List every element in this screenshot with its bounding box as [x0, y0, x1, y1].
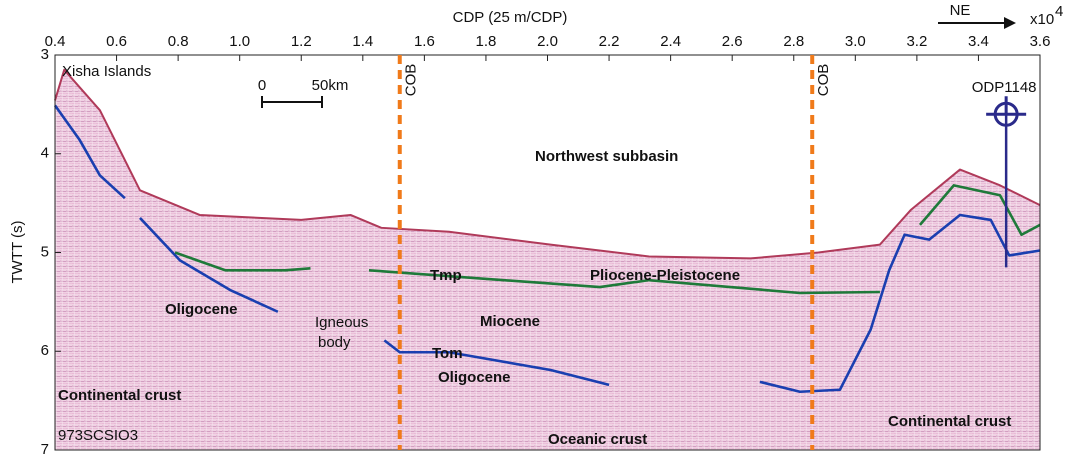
x-tick-label: 2.8 — [783, 33, 804, 50]
annotation: Igneous — [315, 314, 368, 331]
annotation: Xisha Islands — [62, 63, 151, 80]
x-tick-label: 0.8 — [168, 33, 189, 50]
annotation: Oligocene — [165, 301, 238, 318]
x-tick-label: 1.2 — [291, 33, 312, 50]
horizon — [53, 104, 126, 200]
cob-label: COB — [815, 64, 832, 97]
basin-title: Northwest subbasin — [535, 148, 678, 165]
x-tick-label: 2.0 — [537, 33, 558, 50]
annotation: Oligocene — [438, 369, 511, 386]
well-label: ODP1148 — [972, 79, 1037, 96]
annotation: body — [318, 334, 351, 351]
annotation: Miocene — [480, 313, 540, 330]
cob-label: COB — [403, 64, 420, 97]
scale-label: 50km — [312, 77, 349, 94]
horizon — [383, 339, 610, 387]
annotation: 973SCSIO3 — [58, 427, 138, 444]
x-tick-label: 2.2 — [599, 33, 620, 50]
annotation: Pliocene-Pleistocene — [590, 267, 740, 284]
x-tick-label: 2.6 — [722, 33, 743, 50]
x-tick-label: 3.0 — [845, 33, 866, 50]
y-axis-label: TWTT (s) — [9, 220, 26, 283]
annotation: Tom — [432, 345, 463, 362]
y-tick-label: 7 — [41, 441, 49, 454]
horizon — [918, 184, 1041, 237]
seafloor — [54, 68, 1041, 260]
water-column — [55, 55, 1040, 259]
x-tick-label: 1.6 — [414, 33, 435, 50]
x-tick-label: 3.4 — [968, 33, 989, 50]
x-tick-label: 0.4 — [45, 33, 66, 50]
horizon — [759, 213, 1041, 394]
annotation: Tmp — [430, 267, 462, 284]
direction-label: NE — [950, 2, 971, 19]
x-tick-label: 1.4 — [352, 33, 373, 50]
x-tick-label: 1.8 — [476, 33, 497, 50]
annotation: Continental crust — [888, 413, 1011, 430]
annotation: Oceanic crust — [548, 431, 647, 448]
x-tick-label: 3.2 — [906, 33, 927, 50]
horizon — [174, 251, 311, 272]
x-tick-label: 3.6 — [1030, 33, 1051, 50]
y-tick-label: 3 — [41, 46, 49, 63]
horizon — [139, 217, 279, 313]
scale-label: 0 — [258, 77, 266, 94]
x-tick-label: 2.4 — [660, 33, 681, 50]
y-tick-label: 6 — [41, 342, 49, 359]
annotation: Continental crust — [58, 387, 181, 404]
y-tick-label: 4 — [41, 145, 49, 162]
horizon — [368, 268, 880, 295]
x-tick-label: 0.6 — [106, 33, 127, 50]
x-multiplier-exponent: 4 — [1055, 3, 1063, 20]
x-axis-label: CDP (25 m/CDP) — [453, 9, 568, 26]
y-tick-label: 5 — [41, 243, 49, 260]
x-tick-label: 1.0 — [229, 33, 250, 50]
x-multiplier: x10 — [1030, 11, 1054, 28]
direction-arrowhead — [1004, 17, 1016, 29]
